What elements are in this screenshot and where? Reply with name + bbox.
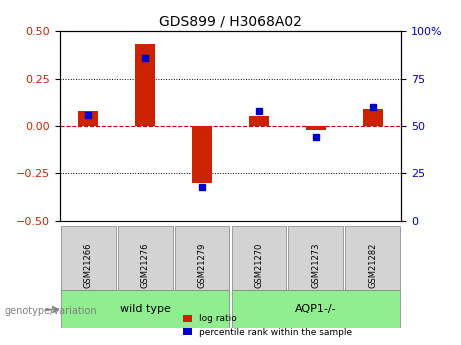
Text: genotype/variation: genotype/variation — [5, 306, 97, 315]
Text: AQP1-/-: AQP1-/- — [295, 304, 337, 314]
Legend: log ratio, percentile rank within the sample: log ratio, percentile rank within the sa… — [179, 311, 356, 341]
FancyBboxPatch shape — [61, 226, 116, 290]
Text: GSM21276: GSM21276 — [141, 243, 150, 288]
Bar — [78, 111, 98, 126]
Text: GSM21273: GSM21273 — [311, 243, 320, 288]
Bar — [135, 45, 155, 126]
FancyBboxPatch shape — [231, 290, 400, 328]
Bar — [249, 117, 269, 126]
FancyBboxPatch shape — [289, 226, 343, 290]
FancyBboxPatch shape — [61, 290, 230, 328]
Text: GSM21279: GSM21279 — [198, 243, 207, 288]
Text: GSM21282: GSM21282 — [368, 243, 377, 288]
Bar — [306, 126, 326, 130]
Title: GDS899 / H3068A02: GDS899 / H3068A02 — [159, 14, 302, 29]
Text: GSM21266: GSM21266 — [84, 243, 93, 288]
FancyBboxPatch shape — [231, 226, 286, 290]
Bar — [363, 109, 383, 126]
Text: wild type: wild type — [120, 304, 171, 314]
FancyBboxPatch shape — [175, 226, 230, 290]
Bar — [192, 126, 212, 183]
FancyBboxPatch shape — [345, 226, 400, 290]
Text: GSM21270: GSM21270 — [254, 243, 263, 288]
FancyBboxPatch shape — [118, 226, 172, 290]
